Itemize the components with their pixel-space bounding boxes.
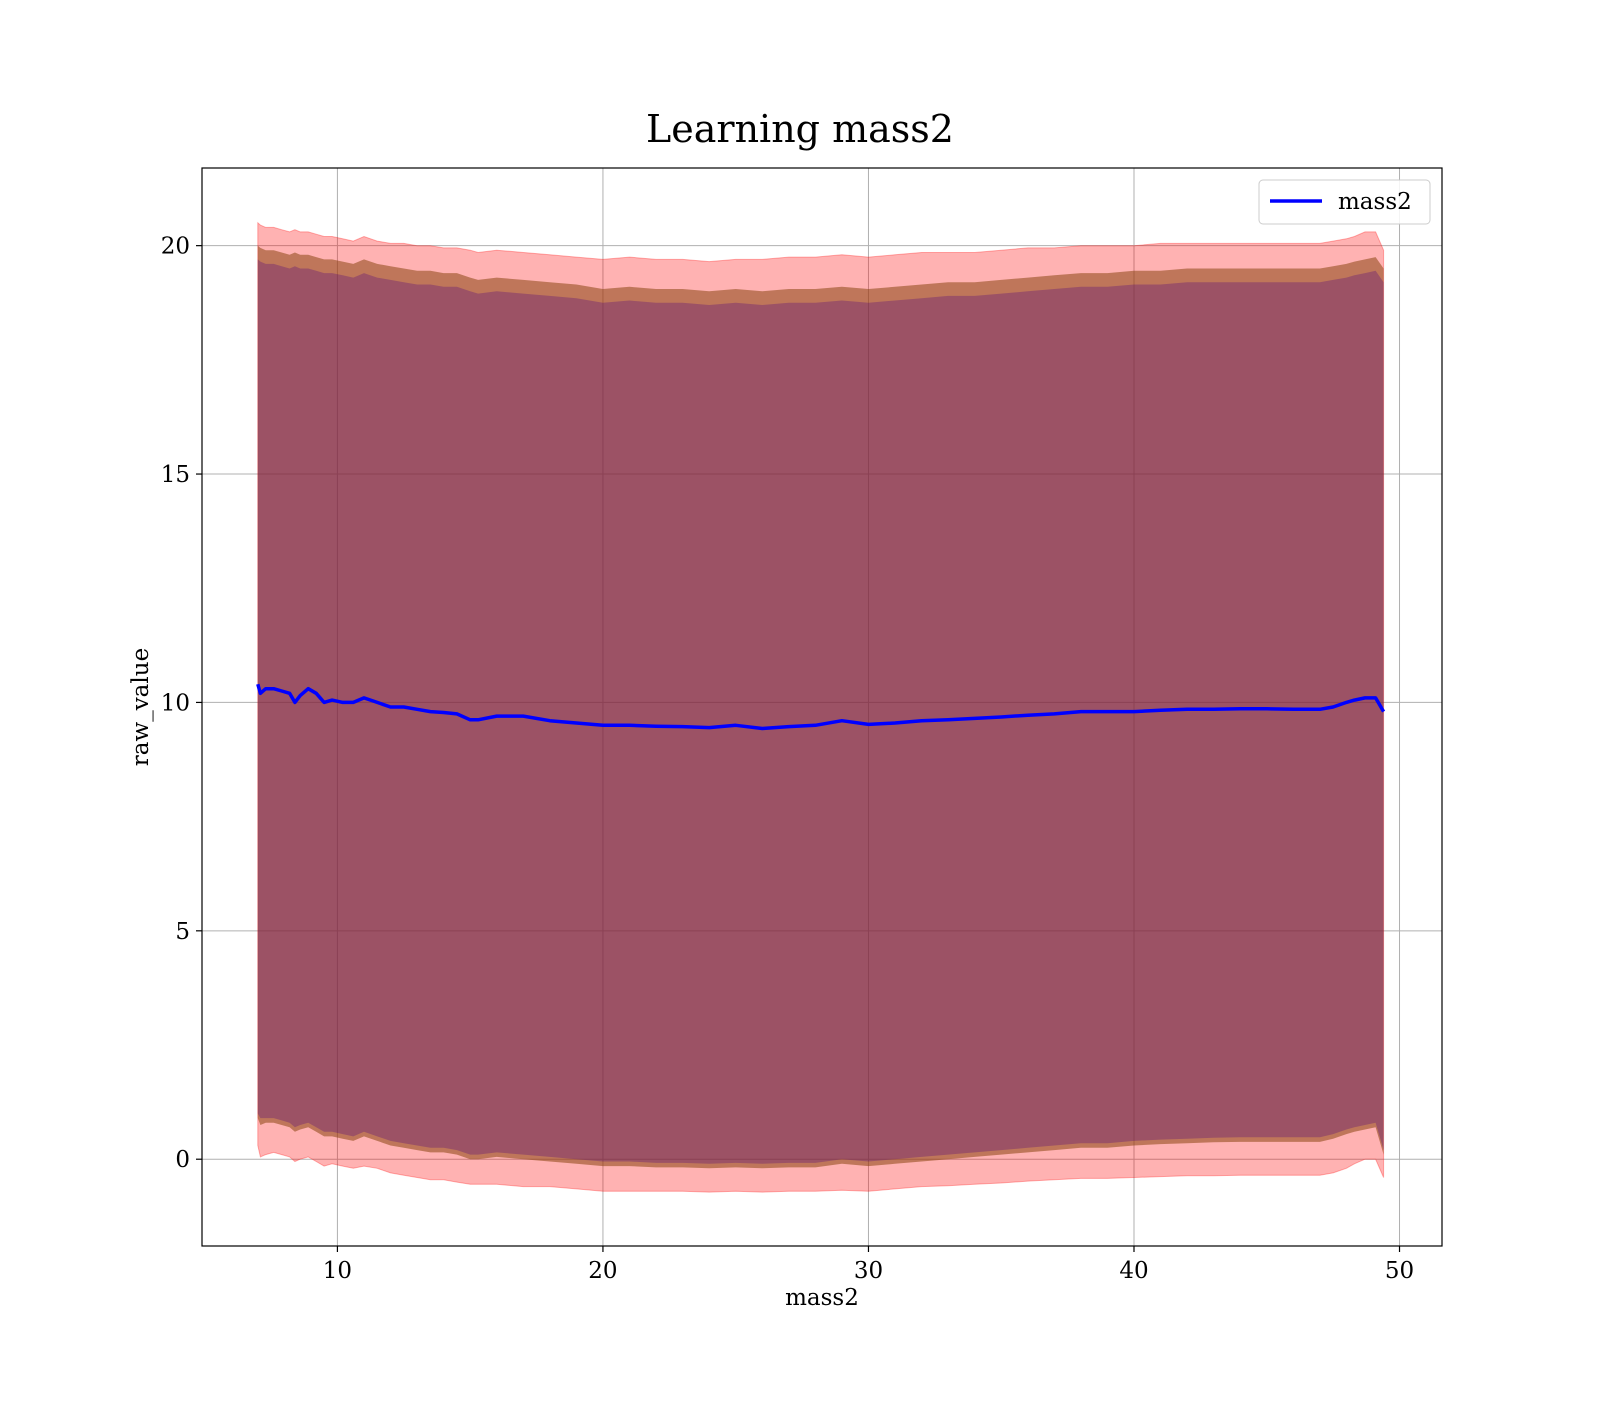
x-tick-label: 40: [1119, 1258, 1148, 1284]
x-tick-label: 20: [588, 1258, 617, 1284]
band-core: [257, 259, 1384, 1164]
y-tick-label: 5: [175, 919, 190, 945]
x-axis-label: mass2: [785, 1285, 859, 1311]
plot-frame: [201, 167, 1443, 1247]
legend: mass2: [1258, 179, 1431, 225]
y-axis-label: raw_value: [128, 648, 154, 766]
x-tick-label: 30: [854, 1258, 883, 1284]
series-line-mass2: [256, 683, 1386, 731]
bands: [257, 221, 1385, 1193]
chart-title: Learning mass2: [646, 107, 954, 151]
ticks: 10 20 30 40 50 0 5 10 15 20: [161, 234, 1414, 1284]
y-tick-label: 0: [175, 1147, 190, 1173]
legend-label-mass2: mass2: [1338, 189, 1412, 215]
x-tick-label: 10: [323, 1258, 352, 1284]
x-tick-label: 50: [1385, 1258, 1414, 1284]
legend-box: [1258, 179, 1431, 225]
y-tick-label: 20: [161, 234, 190, 260]
y-tick-label: 10: [161, 690, 190, 716]
series-lines: [256, 683, 1386, 731]
y-tick-label: 15: [161, 462, 190, 488]
band-inner: [257, 245, 1384, 1169]
